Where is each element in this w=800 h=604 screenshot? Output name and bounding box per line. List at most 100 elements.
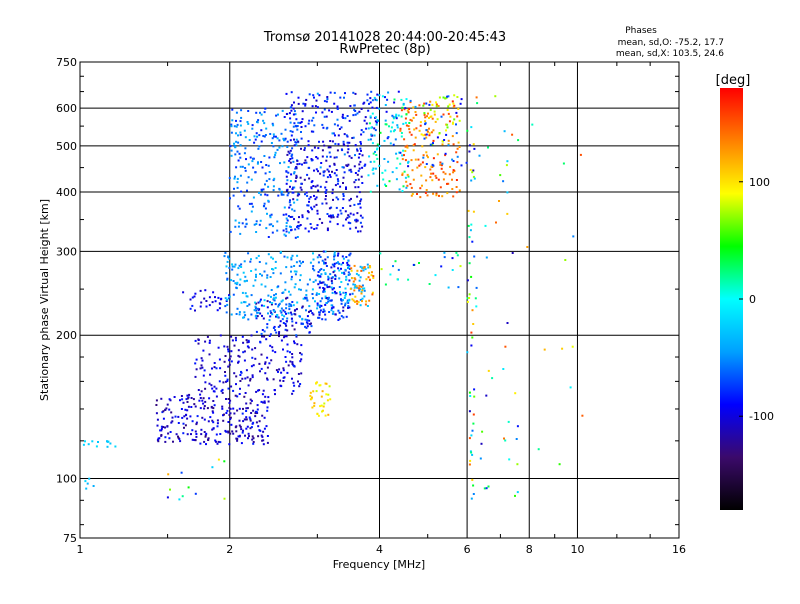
data-point (285, 175, 288, 178)
data-point (321, 123, 324, 126)
data-point (293, 270, 296, 273)
data-point (325, 265, 328, 267)
data-point (291, 361, 294, 364)
data-point (235, 425, 238, 428)
data-point (327, 300, 330, 303)
data-point (286, 256, 289, 259)
data-point (321, 318, 324, 321)
data-point (412, 263, 415, 266)
data-point (347, 221, 350, 224)
data-point (209, 373, 212, 376)
data-point (238, 221, 241, 224)
data-point (246, 305, 249, 307)
data-point (412, 149, 415, 152)
data-point (422, 156, 425, 159)
data-point (359, 147, 362, 150)
data-point (95, 445, 98, 448)
data-point (282, 213, 285, 216)
data-point (321, 155, 324, 158)
data-point (249, 260, 252, 263)
data-point (257, 435, 260, 438)
data-point (177, 435, 179, 438)
data-point (306, 173, 309, 176)
data-point (268, 223, 271, 226)
data-point (194, 309, 196, 312)
data-point (316, 106, 319, 109)
data-point (275, 315, 277, 318)
data-point (331, 291, 334, 294)
data-point (511, 133, 514, 136)
data-point (372, 277, 375, 279)
data-point (316, 412, 319, 415)
data-point (375, 123, 378, 126)
data-point (344, 291, 347, 294)
data-point (442, 178, 445, 181)
data-point (404, 117, 407, 120)
data-point (306, 319, 309, 322)
data-point (452, 160, 455, 162)
data-point (329, 140, 332, 142)
data-point (345, 256, 348, 258)
data-point (305, 289, 308, 292)
data-point (470, 434, 473, 437)
data-point (441, 195, 444, 198)
data-point (243, 301, 246, 304)
data-point (223, 360, 226, 363)
data-point (332, 306, 335, 309)
data-point (363, 119, 366, 122)
data-point (270, 289, 273, 291)
data-point (516, 425, 519, 428)
data-point (272, 133, 275, 136)
data-point (232, 432, 235, 435)
data-point (285, 113, 288, 115)
data-point (341, 207, 344, 209)
data-point (285, 92, 288, 95)
data-point (307, 140, 310, 143)
data-point (280, 191, 283, 194)
data-point (331, 188, 334, 191)
data-point (324, 414, 327, 417)
data-point (272, 268, 275, 271)
data-point (410, 133, 413, 136)
data-point (236, 395, 239, 398)
data-point (289, 121, 292, 124)
data-point (472, 413, 475, 416)
data-point (424, 120, 427, 123)
data-point (246, 376, 249, 379)
data-point (285, 320, 288, 323)
data-point (370, 274, 373, 277)
data-point (310, 159, 313, 162)
data-point (365, 122, 368, 125)
data-point (221, 388, 224, 391)
data-point (270, 295, 272, 298)
data-point (285, 335, 288, 338)
data-point (343, 144, 346, 146)
data-point (326, 229, 329, 232)
data-point (338, 317, 341, 320)
data-point (337, 267, 340, 270)
data-point (322, 126, 325, 129)
data-point (347, 163, 350, 166)
data-point (297, 140, 300, 143)
data-point (211, 410, 214, 413)
data-point (270, 359, 273, 362)
data-point (503, 437, 505, 440)
data-point (251, 438, 254, 441)
data-point (219, 441, 222, 444)
data-point (266, 406, 269, 409)
data-point (237, 134, 239, 137)
data-point (312, 130, 315, 133)
data-point (317, 316, 320, 319)
data-point (336, 105, 339, 108)
data-point (443, 251, 446, 254)
data-point (345, 134, 348, 137)
data-point (369, 266, 372, 269)
data-point (282, 229, 285, 232)
data-point (169, 488, 171, 491)
data-point (204, 387, 207, 390)
data-point (246, 121, 249, 123)
data-point (349, 227, 352, 230)
data-point (289, 351, 291, 354)
data-point (327, 296, 330, 299)
data-point (186, 394, 189, 397)
